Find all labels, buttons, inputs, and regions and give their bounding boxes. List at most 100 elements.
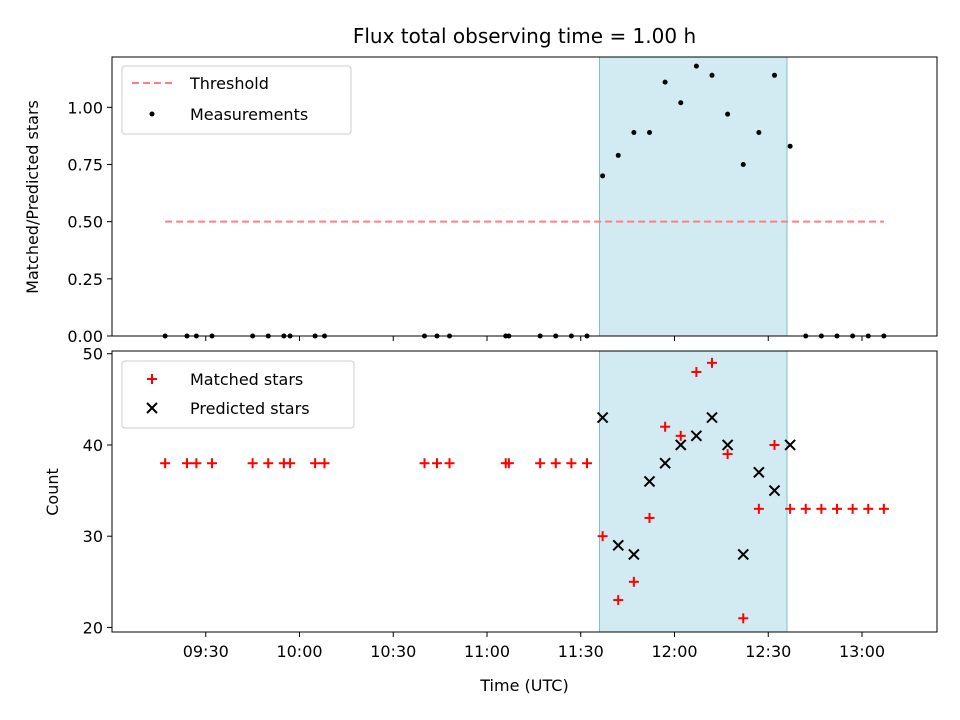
bottom-y-label: Count <box>43 468 62 516</box>
measurement-point <box>693 63 699 69</box>
legend-predicted-swatch <box>146 402 158 414</box>
x-tick-label: 09:30 <box>183 642 229 661</box>
predicted-star-point <box>596 411 609 424</box>
predicted-star-point <box>784 439 796 451</box>
measurement-point <box>740 161 746 167</box>
top-y-tick-label: 0.25 <box>67 270 103 289</box>
predicted-star-point <box>768 484 781 497</box>
bottom-legend-box <box>121 360 355 429</box>
predicted-star-point <box>690 430 703 442</box>
bot-y-tick-label: 40 <box>83 436 103 455</box>
matched-star-point <box>566 458 577 469</box>
legend-threshold-label: Threshold <box>189 74 269 93</box>
top-y-tick-label: 0.75 <box>67 155 103 174</box>
matched-star-point <box>707 357 717 368</box>
matched-star-point <box>432 458 442 469</box>
measurement-point <box>756 129 762 135</box>
measurement-point <box>787 143 793 149</box>
matched-star-point <box>769 439 780 450</box>
measurement-point <box>662 79 668 85</box>
matched-star-point <box>582 458 592 469</box>
legend-measurements-swatch <box>149 111 155 117</box>
top-observing-window <box>599 56 788 337</box>
x-tick-label: 11:30 <box>558 642 604 661</box>
matched-star-point <box>613 595 624 606</box>
predicted-star-point <box>737 548 749 561</box>
matched-star-point <box>597 531 608 542</box>
predicted-star-point <box>659 457 671 469</box>
matched-star-point <box>550 458 561 469</box>
top-x-ticks <box>205 336 863 341</box>
matched-star-point <box>753 503 764 514</box>
matched-star-point <box>503 458 514 469</box>
bottom-x-ticks: 09:30 10:00 10:30 11:00 11:30 12:00 12:30 13:00 <box>183 632 885 661</box>
top-y-tick-label: 1.00 <box>67 98 103 117</box>
measurement-point <box>631 129 637 135</box>
predicted-star-point <box>721 439 734 451</box>
predicted-star-point <box>675 439 687 451</box>
matched-star-point <box>738 613 749 624</box>
top-shaded-window <box>599 56 788 337</box>
top-y-tick-label: 0.50 <box>67 213 103 232</box>
predicted-star-point <box>628 548 640 561</box>
matched-star-point <box>816 503 827 514</box>
matched-star-point <box>644 512 655 523</box>
predicted-star-point <box>643 475 656 488</box>
predicted-star-point <box>706 411 718 424</box>
legend-predicted-label: Predicted stars <box>190 399 310 418</box>
matched-star-point <box>191 458 202 469</box>
matched-star-point <box>310 458 321 469</box>
x-tick-label: 12:30 <box>745 642 791 661</box>
bot-y-tick-label: 30 <box>83 527 103 546</box>
matched-star-point <box>878 503 889 514</box>
predicted-star-point <box>612 539 624 552</box>
matched-star-point <box>535 458 546 469</box>
matched-star-point <box>247 458 258 469</box>
matched-star-point <box>160 458 171 469</box>
matched-star-point <box>785 503 796 514</box>
matched-star-point <box>660 421 671 432</box>
matched-star-point <box>675 430 686 441</box>
x-tick-label: 11:00 <box>464 642 510 661</box>
measurement-point <box>678 100 684 106</box>
legend-matched-label: Matched stars <box>190 370 303 389</box>
bottom-observing-window <box>599 350 788 633</box>
bottom-axes-frame <box>111 350 938 633</box>
top-panel: 0.00 0.25 0.50 0.75 1.00 Flux total observin… <box>23 24 938 346</box>
measurement-point <box>725 111 731 117</box>
matched-star-point <box>207 458 217 469</box>
matched-star-point <box>182 458 192 469</box>
top-axes-frame <box>111 56 938 337</box>
bottom-x-label: Time (UTC) <box>479 676 568 695</box>
predicted-star-point <box>753 466 765 479</box>
top-legend-box <box>121 65 352 135</box>
matched-star-point <box>263 458 274 469</box>
top-legend: Threshold Measurements <box>121 65 352 135</box>
bottom-marks <box>160 357 889 624</box>
bottom-legend: Matched stars Predicted stars <box>121 360 355 429</box>
measurement-point <box>772 72 777 78</box>
bot-shaded-window <box>599 350 788 633</box>
top-y-ticks: 0.00 0.25 0.50 0.75 1.00 <box>67 98 112 346</box>
matched-star-point <box>722 449 733 460</box>
measurement-point <box>647 129 652 135</box>
measurement-point <box>600 173 606 179</box>
matched-star-point <box>847 503 858 514</box>
bot-y-tick-label: 20 <box>83 618 103 637</box>
matched-star-point <box>444 458 455 469</box>
matched-star-point <box>419 458 430 469</box>
matched-star-point <box>832 503 842 514</box>
matched-star-point <box>628 576 639 587</box>
measurement-point <box>709 72 715 78</box>
measurement-point <box>615 152 621 158</box>
x-tick-label: 13:00 <box>839 642 885 661</box>
bottom-y-ticks: 20 30 40 50 <box>83 345 112 637</box>
top-y-label: Matched/Predicted stars <box>23 100 42 294</box>
top-y-tick-label: 0.00 <box>67 327 103 346</box>
matched-star-point <box>800 503 811 514</box>
top-title: Flux total observing time = 1.00 h <box>353 24 696 48</box>
matched-star-point <box>691 366 702 377</box>
matched-star-point <box>863 503 874 514</box>
bottom-panel: 20 30 40 50 09:30 10:00 10:30 11:00 11:30 12:00 1… <box>43 345 938 695</box>
